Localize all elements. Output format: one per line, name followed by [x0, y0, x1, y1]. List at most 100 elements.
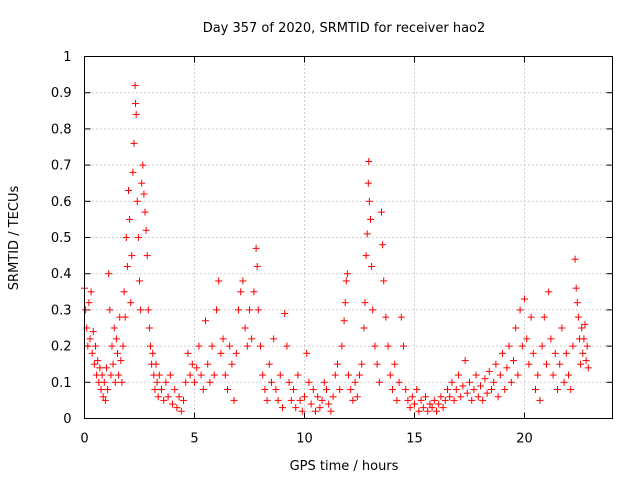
data-point — [364, 179, 372, 187]
data-point — [549, 371, 557, 379]
data-point — [369, 306, 377, 314]
plot-frame — [84, 56, 613, 419]
data-point — [351, 378, 359, 386]
data-point — [361, 299, 369, 307]
data-point — [138, 179, 146, 187]
x-axis-label: GPS time / hours — [290, 459, 399, 474]
data-point — [130, 139, 138, 147]
data-point — [193, 364, 201, 372]
data-point — [263, 396, 271, 404]
data-point — [422, 393, 429, 401]
data-point — [182, 378, 190, 386]
data-point — [237, 288, 245, 296]
data-point — [534, 371, 542, 379]
data-point — [202, 317, 209, 325]
data-point — [283, 342, 291, 350]
data-point — [140, 190, 148, 198]
data-point — [417, 396, 425, 404]
data-point — [97, 386, 105, 394]
data-point — [114, 349, 121, 357]
data-point — [577, 360, 585, 368]
data-point — [119, 342, 127, 350]
data-point — [109, 360, 117, 368]
data-point — [437, 393, 445, 401]
x-tick-label: 15 — [406, 432, 423, 447]
data-point — [379, 241, 387, 249]
data-point — [226, 342, 234, 350]
data-point — [204, 360, 212, 368]
data-point — [584, 364, 592, 372]
data-point — [435, 400, 443, 408]
data-point — [239, 277, 247, 285]
y-tick-label: 0.1 — [51, 376, 72, 391]
data-point — [395, 378, 403, 386]
data-point — [521, 295, 528, 303]
data-point — [208, 342, 216, 350]
data-point — [532, 386, 539, 394]
y-tick-label: 0.8 — [51, 122, 72, 137]
data-point — [134, 234, 142, 241]
data-point — [466, 378, 473, 386]
data-point — [100, 378, 108, 386]
data-point — [132, 110, 140, 118]
data-point — [373, 360, 381, 368]
data-point — [149, 349, 157, 357]
data-point — [512, 324, 520, 332]
data-point — [572, 284, 580, 292]
data-point — [309, 386, 317, 394]
data-point — [152, 360, 160, 368]
data-point — [86, 335, 94, 343]
data-point — [259, 371, 267, 379]
data-point — [430, 396, 438, 404]
data-point — [254, 306, 262, 314]
data-point — [452, 386, 460, 394]
data-point — [554, 386, 561, 394]
data-point — [485, 367, 493, 375]
data-point — [397, 313, 405, 321]
data-point — [197, 371, 205, 379]
data-point — [219, 335, 227, 343]
data-point — [446, 393, 454, 401]
data-point — [285, 378, 293, 386]
data-point — [142, 226, 150, 234]
data-point — [230, 396, 238, 404]
data-point — [175, 393, 183, 401]
data-point — [573, 299, 581, 307]
data-point — [265, 360, 273, 368]
data-point — [115, 371, 123, 379]
data-point — [169, 400, 176, 408]
data-point — [173, 404, 181, 412]
data-point — [213, 306, 220, 314]
data-point — [166, 371, 174, 379]
data-point — [582, 357, 590, 365]
data-point — [371, 342, 379, 350]
data-point — [327, 407, 335, 415]
data-point — [583, 342, 591, 350]
data-point — [177, 407, 185, 415]
data-point — [104, 386, 112, 394]
data-point — [571, 255, 579, 263]
data-point — [137, 306, 145, 314]
data-point — [235, 306, 242, 314]
y-tick-label: 0.5 — [51, 231, 72, 246]
data-point — [195, 342, 203, 350]
data-point — [477, 382, 484, 390]
x-tick-label: 0 — [80, 432, 88, 447]
data-point — [558, 324, 566, 332]
data-point — [171, 386, 179, 394]
x-tick-label: 10 — [296, 432, 313, 447]
data-point — [217, 349, 225, 357]
data-point — [121, 313, 129, 321]
data-point — [461, 357, 469, 365]
data-point — [525, 360, 533, 368]
data-point — [88, 349, 96, 357]
data-point — [112, 335, 120, 343]
data-point — [164, 393, 172, 401]
data-point — [490, 378, 498, 386]
data-point — [581, 320, 589, 328]
data-point — [378, 208, 385, 216]
y-tick-labels: 0 0.1 0.2 0.3 0.4 0.5 0.6 0.7 0.8 0.9 1 — [51, 50, 72, 427]
y-tick-label: 1 — [63, 50, 71, 65]
data-point — [450, 396, 458, 404]
data-point — [246, 306, 253, 314]
